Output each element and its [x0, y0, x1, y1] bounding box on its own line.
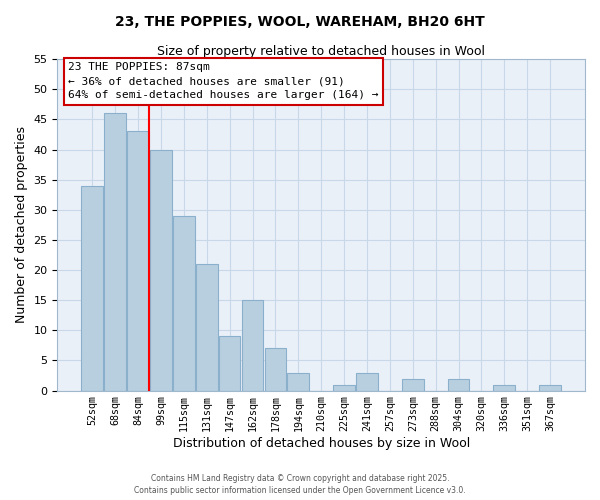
Bar [402, 378, 424, 390]
Y-axis label: Number of detached properties: Number of detached properties [15, 126, 28, 324]
Bar [219, 336, 241, 390]
Bar [356, 372, 378, 390]
X-axis label: Distribution of detached houses by size in Wool: Distribution of detached houses by size … [173, 437, 470, 450]
Bar [448, 378, 469, 390]
Title: Size of property relative to detached houses in Wool: Size of property relative to detached ho… [157, 45, 485, 58]
Bar [104, 114, 126, 390]
Bar [127, 132, 149, 390]
Bar [196, 264, 218, 390]
Bar [265, 348, 286, 391]
Bar [242, 300, 263, 390]
Bar [333, 384, 355, 390]
Bar [173, 216, 195, 390]
Text: 23 THE POPPIES: 87sqm
← 36% of detached houses are smaller (91)
64% of semi-deta: 23 THE POPPIES: 87sqm ← 36% of detached … [68, 62, 379, 100]
Bar [539, 384, 561, 390]
Bar [493, 384, 515, 390]
Text: Contains HM Land Registry data © Crown copyright and database right 2025.
Contai: Contains HM Land Registry data © Crown c… [134, 474, 466, 495]
Bar [82, 186, 103, 390]
Text: 23, THE POPPIES, WOOL, WAREHAM, BH20 6HT: 23, THE POPPIES, WOOL, WAREHAM, BH20 6HT [115, 15, 485, 29]
Bar [150, 150, 172, 390]
Bar [287, 372, 309, 390]
